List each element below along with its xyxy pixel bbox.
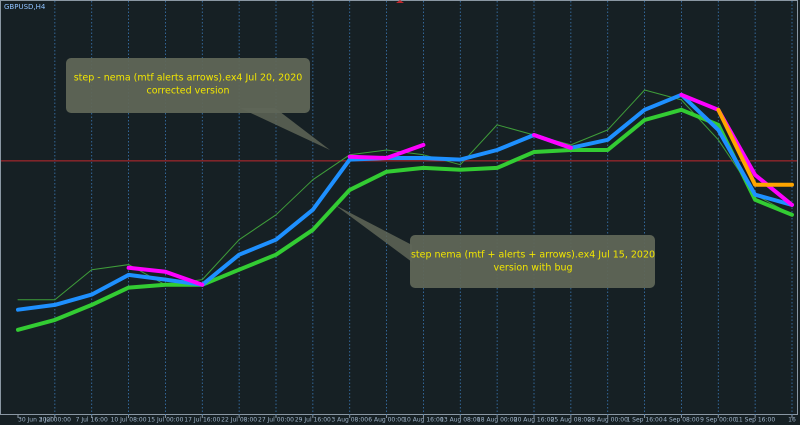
chart-title: GBPUSD,H4 xyxy=(4,3,46,11)
x-tick-label: 9 Sep 00:00 xyxy=(700,417,736,424)
callout-pointer xyxy=(240,108,330,150)
x-tick-label: 13 Aug 08:00 xyxy=(440,417,481,424)
x-tick-label: 1 Sep 16:00 xyxy=(626,417,662,424)
annotation-text: version with bug xyxy=(493,263,572,274)
series-line xyxy=(16,92,794,312)
series-line xyxy=(16,107,794,332)
x-tick-label: 18 Aug 00:00 xyxy=(477,417,518,424)
plot-frame xyxy=(0,0,798,415)
x-tick-label: 7 Jul 16:00 xyxy=(76,417,108,424)
x-tick-label: 16 xyxy=(788,417,796,424)
series-line xyxy=(716,107,794,187)
annotation-box xyxy=(410,235,655,288)
annotation-text: step - nema (mtf alerts arrows).ex4 Jul … xyxy=(74,73,303,84)
x-tick-label: 10 Aug 16:00 xyxy=(403,417,444,424)
x-tick-label: 20 Aug 16:00 xyxy=(514,417,555,424)
grid xyxy=(1,1,797,415)
x-tick-label: 28 Aug 00:00 xyxy=(587,417,628,424)
x-tick-label: 30 Jun 2020 xyxy=(18,417,54,424)
annotation-text: corrected version xyxy=(147,86,230,97)
marker xyxy=(396,0,404,3)
x-tick-label: 11 Sep 16:00 xyxy=(735,417,775,424)
x-tick-label: 3 Jul 00:00 xyxy=(39,417,71,424)
x-tick-label: 27 Jul 00:00 xyxy=(258,417,294,424)
x-tick-label: 4 Sep 08:00 xyxy=(663,417,699,424)
x-tick-label: 22 Jul 08:00 xyxy=(221,417,257,424)
x-tick-label: 15 Jul 00:00 xyxy=(147,417,183,424)
callout-pointer xyxy=(335,205,412,262)
series-line xyxy=(126,92,794,287)
x-tick-label: 10 Jul 08:00 xyxy=(111,417,147,424)
annotation-text: step nema (mtf + alerts + arrows).ex4 Ju… xyxy=(411,250,655,261)
x-tick-label: 25 Aug 08:00 xyxy=(551,417,592,424)
x-tick-label: 17 Jul 16:00 xyxy=(184,417,220,424)
lines xyxy=(16,89,794,332)
x-tick-label: 6 Aug 00:00 xyxy=(368,417,405,424)
x-tick-label: 29 Jul 16:00 xyxy=(295,417,331,424)
annotation-box xyxy=(66,58,310,113)
x-tick-label: 3 Aug 08:00 xyxy=(331,417,368,424)
